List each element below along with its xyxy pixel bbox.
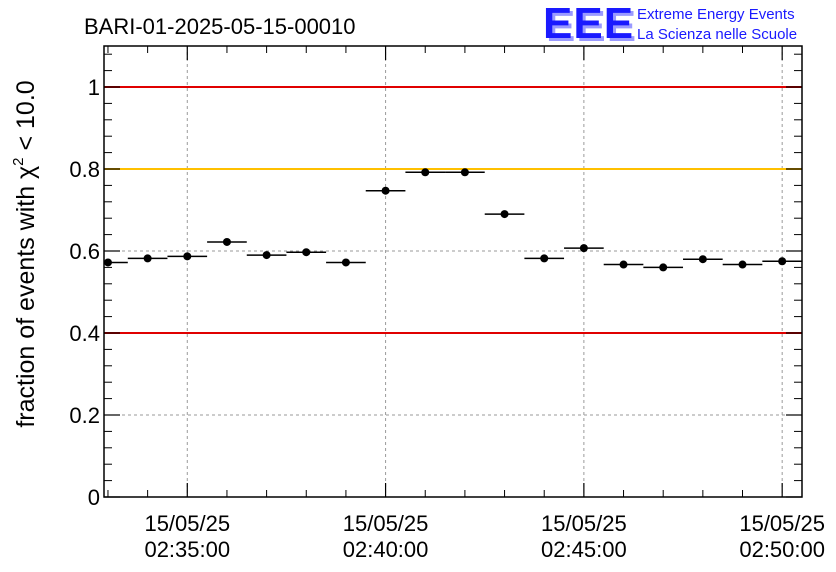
y-tick-label: 0: [88, 485, 100, 510]
plot-frame: [103, 45, 803, 498]
data-point: [579, 244, 588, 253]
logo-line-1: Extreme Energy Events: [637, 6, 795, 23]
data-point: [698, 255, 707, 264]
y-axis-label-suffix: < 10.0: [12, 80, 40, 157]
x-tick-label-date: 15/05/25: [343, 511, 429, 536]
reference-lines: [104, 86, 802, 334]
y-tick-label: 0.8: [69, 157, 100, 182]
y-tick-label: 0.6: [69, 239, 100, 264]
x-tick-label-date: 15/05/25: [739, 511, 825, 536]
eee-logo: EEE EEE Extreme Energy Events La Scienza…: [543, 0, 797, 51]
data-point: [143, 254, 152, 263]
y-tick-label: 1: [88, 75, 100, 100]
data-point: [302, 248, 311, 257]
x-tick-label-date: 15/05/25: [541, 511, 627, 536]
y-tick-label: 0.4: [69, 321, 100, 346]
logo-mark: EEE: [543, 0, 634, 48]
data-point: [659, 263, 668, 272]
data-point: [262, 251, 271, 260]
data-point: [540, 254, 549, 263]
tick-labels: 00.20.40.60.8115/05/2502:35:0015/05/2502…: [69, 75, 825, 562]
data-point: [381, 186, 390, 195]
data-point: [738, 260, 747, 269]
grid: [104, 46, 802, 497]
data-points: [103, 168, 802, 272]
data-point: [778, 257, 787, 266]
axis-ticks: [104, 46, 802, 498]
y-axis-label: fraction of events with χ2 < 10.0: [10, 80, 40, 427]
data-point: [222, 237, 231, 246]
x-tick-label-time: 02:35:00: [144, 537, 230, 562]
y-axis-label-superscript: 2: [10, 157, 27, 165]
data-point: [421, 168, 430, 177]
logo-line-2: La Scienza nelle Scuole: [637, 26, 797, 43]
data-point: [183, 252, 192, 261]
x-tick-label-time: 02:40:00: [343, 537, 429, 562]
x-tick-label-date: 15/05/25: [144, 511, 230, 536]
data-point: [341, 258, 350, 267]
y-tick-label: 0.2: [69, 403, 100, 428]
logo-mark-shadow: EEE: [546, 2, 637, 51]
data-point: [619, 260, 628, 269]
chart-title: BARI-01-2025-05-15-00010: [84, 14, 356, 39]
y-axis-label-prefix: fraction of events with: [12, 179, 40, 428]
y-axis-label-chi: χ: [12, 166, 40, 179]
data-point: [500, 210, 509, 219]
data-point: [103, 258, 112, 267]
data-point: [460, 168, 469, 177]
x-tick-label-time: 02:50:00: [739, 537, 825, 562]
x-tick-label-time: 02:45:00: [541, 537, 627, 562]
